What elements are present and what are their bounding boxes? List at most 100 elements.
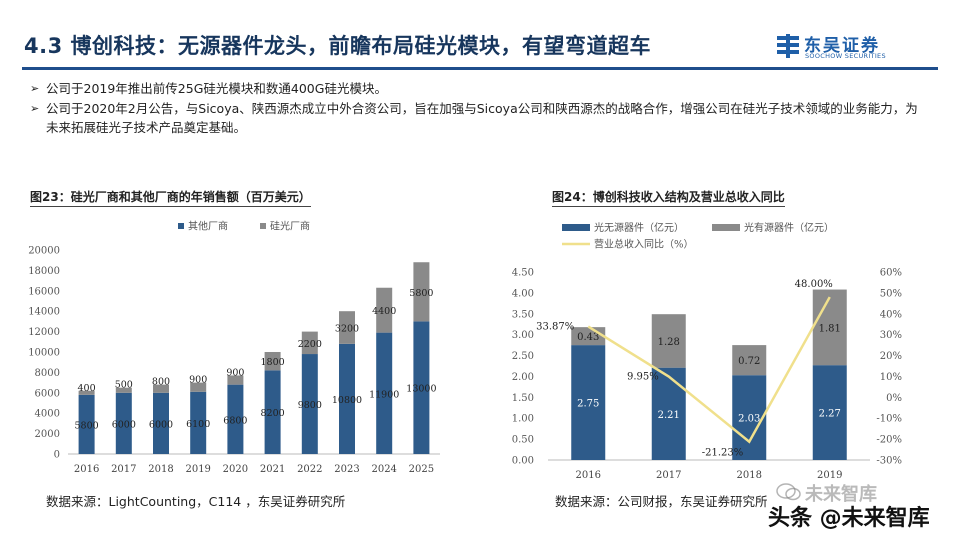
data-label: 0.43	[577, 332, 599, 343]
y-tick-label: 1.00	[512, 414, 534, 425]
bar-segment	[732, 375, 767, 460]
bullet-arrow-icon: ➢	[30, 101, 40, 115]
y-tick-label: 3.50	[512, 309, 534, 320]
bullet-text: 公司于2020年2月公告，与Sicoya、陕西源杰成立中外合资公司，旨在加强与S…	[46, 100, 918, 136]
x-tick-label: 2022	[297, 464, 322, 475]
legend-label: 光有源器件（亿元）	[744, 221, 834, 234]
x-tick-label: 2025	[409, 464, 434, 475]
x-tick-label: 2023	[334, 464, 359, 475]
y-tick-label: 10000	[28, 348, 60, 359]
y2-tick-label: 0%	[886, 393, 902, 404]
legend-swatch	[712, 224, 740, 231]
y2-tick-label: 60%	[880, 268, 902, 279]
bar-segment	[153, 384, 169, 393]
legend-swatch	[562, 224, 590, 231]
data-label: 6000	[149, 419, 173, 430]
y2-tick-label: -10%	[876, 414, 902, 425]
sales-stacked-bar-chart: 0 2000 4000 6000 8000 10000 12000 14000 16000 180…	[28, 220, 440, 475]
data-label: 6100	[186, 419, 210, 430]
y-tick-label: 12000	[28, 327, 60, 338]
bar-segment	[78, 394, 95, 454]
figure-1-source: 数据来源：LightCounting，C114 ，东吴证券研究所	[46, 494, 346, 509]
data-label: 5800	[75, 420, 99, 431]
x-tick-label: 2019	[185, 464, 210, 475]
bar-segment	[115, 387, 132, 393]
revenue-combo-chart: 0.00 0.50 1.00 1.50 2.00 2.50 3.00 3.50 4.00 4.50…	[512, 221, 902, 481]
logo-text-cn: 东吴证券	[804, 36, 880, 56]
data-label: 9800	[298, 400, 322, 411]
data-label: 800	[152, 377, 170, 388]
legend-label: 其他厂商	[188, 220, 228, 233]
y-tick-label: 4.50	[512, 268, 534, 279]
y-tick-label: 0.00	[512, 456, 534, 467]
y-tick-label: 4000	[35, 409, 60, 420]
y2-tick-label: 20%	[880, 351, 902, 362]
y-tick-label: 2.00	[512, 372, 534, 383]
bar-segment	[78, 390, 95, 395]
figure-2-title: 图24：博创科技收入结构及营业总收入同比	[552, 188, 785, 207]
bullet-item: ➢ 公司于2020年2月公告，与Sicoya、陕西源杰成立中外合资公司，旨在加强…	[30, 99, 920, 138]
data-label: 400	[78, 383, 96, 394]
y-tick-label: 0	[54, 450, 60, 461]
legend-label: 硅光厂商	[270, 220, 310, 233]
legend-swatch	[260, 223, 266, 229]
bullet-arrow-icon: ➢	[30, 82, 40, 95]
legend-label: 光无源器件（亿元）	[594, 221, 684, 234]
bar-segment	[264, 352, 281, 371]
figure-1-title: 图23：硅光厂商和其他厂商的年销售额（百万美元）	[30, 188, 311, 207]
data-label: 900	[226, 367, 244, 378]
bar-segment	[413, 262, 430, 322]
y-tick-label: 0.50	[512, 435, 534, 446]
data-label: 6000	[112, 419, 136, 430]
y-tick-label: 20000	[28, 246, 60, 257]
watermark-handle: 头条 @未来智库	[768, 506, 930, 531]
x-tick-label: 2019	[817, 470, 842, 481]
legend-label: 营业总收入同比（%）	[594, 238, 694, 251]
y-tick-label: 3.00	[512, 330, 534, 341]
line-data-label: 33.87%	[536, 322, 574, 333]
bar-segment	[190, 391, 207, 454]
x-tick-label: 2017	[111, 464, 136, 475]
bar-segment	[571, 345, 606, 460]
bar-segment	[376, 332, 393, 454]
bar-segment	[376, 287, 393, 333]
y2-tick-label: 10%	[880, 372, 902, 383]
y-tick-label: 8000	[35, 368, 60, 379]
bar-segment	[812, 289, 847, 366]
data-label: 2.27	[819, 409, 841, 420]
figure-2-source: 数据来源：公司财报，东吴证券研究所	[555, 494, 768, 509]
watermark-wechat-icon	[776, 483, 801, 501]
bar-segment	[190, 382, 207, 392]
y-tick-label: 2.50	[512, 351, 534, 362]
data-label: 6800	[223, 415, 247, 426]
data-label: 13000	[406, 384, 436, 395]
x-tick-label: 2024	[371, 464, 396, 475]
watermark-text: 未来智库	[805, 484, 877, 505]
bar-segment	[339, 343, 355, 454]
bullet-item: ➢ 公司于2019年推出前传25G硅光模块和数通400G硅光模块。	[30, 79, 920, 99]
x-tick-label: 2020	[223, 464, 248, 475]
data-label: 2.75	[577, 399, 599, 410]
bar-segment	[227, 375, 244, 385]
data-label: 1.81	[819, 323, 841, 334]
data-label: 2.21	[658, 410, 680, 421]
bar-segment	[651, 367, 686, 460]
legend-swatch	[178, 223, 184, 229]
y-tick-label: 14000	[28, 307, 60, 318]
y2-tick-label: 50%	[880, 288, 902, 299]
data-label: 0.72	[738, 356, 760, 367]
data-label: 3200	[335, 324, 359, 335]
y-tick-label: 6000	[35, 388, 60, 399]
bar-segment	[413, 321, 430, 454]
bar-segment	[301, 331, 318, 355]
data-label: 1.28	[658, 337, 680, 348]
data-label: 2.03	[738, 414, 760, 425]
bar-segment	[115, 392, 132, 454]
y-tick-label: 16000	[28, 286, 60, 297]
data-label: 4400	[372, 306, 396, 317]
x-tick-label: 2016	[74, 464, 99, 475]
header-divider	[22, 67, 938, 70]
data-label: 11900	[369, 389, 399, 400]
logo-mark-icon	[777, 34, 799, 58]
y2-tick-label: -30%	[876, 456, 902, 467]
